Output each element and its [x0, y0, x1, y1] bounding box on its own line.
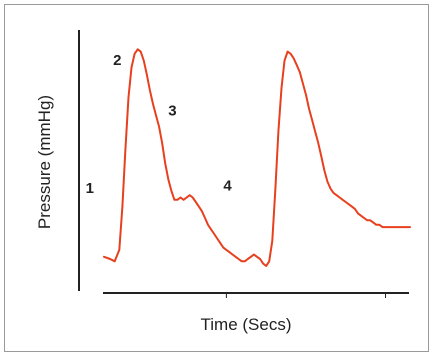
annotation-3: 3 — [168, 102, 176, 119]
annotation-4: 4 — [223, 178, 232, 195]
y-axis-label: Pressure (mmHg) — [35, 95, 54, 229]
annotation-2: 2 — [113, 52, 121, 69]
annotations: 1 2 3 4 — [86, 52, 233, 197]
x-axis-label: Time (Secs) — [201, 315, 292, 334]
annotation-1: 1 — [86, 180, 94, 197]
pressure-line — [103, 48, 411, 267]
x-ticks — [225, 293, 387, 298]
